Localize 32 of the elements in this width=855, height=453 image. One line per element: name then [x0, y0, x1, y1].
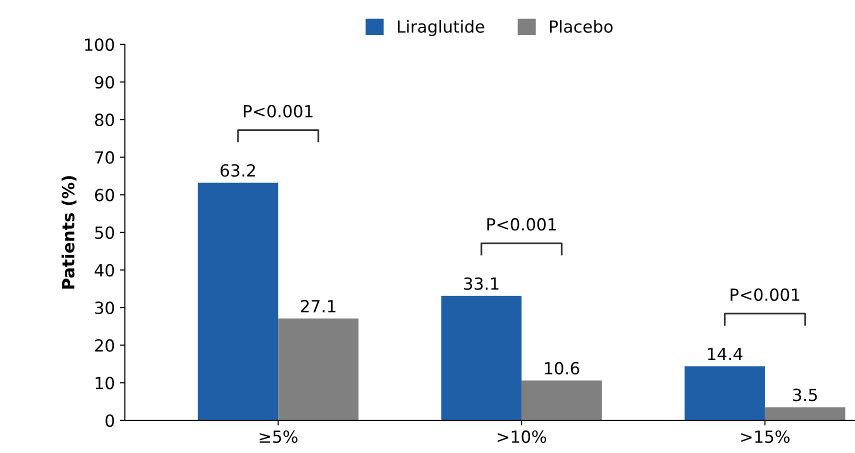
- y-tick-label: 30: [95, 302, 114, 314]
- data-label: 27.1: [300, 300, 336, 312]
- data-label: 33.1: [464, 277, 498, 290]
- y-tick-label: 80: [95, 114, 114, 126]
- y-tick-label: 10: [96, 376, 114, 390]
- y-tick-label: 50: [95, 226, 114, 239]
- data-label: 3.5: [793, 388, 817, 402]
- legend-label: Liraglutide: [398, 20, 484, 36]
- y-tick-label: 70: [95, 151, 114, 164]
- y-tick-label: 20: [95, 339, 114, 352]
- bar: [522, 380, 602, 420]
- bar: [764, 407, 846, 420]
- y-tick-label: 90: [94, 76, 114, 89]
- data-label: 10.6: [544, 362, 580, 375]
- bar: [441, 296, 522, 420]
- legend-label: Placebo: [550, 20, 613, 33]
- y-tick-label: 0: [106, 414, 114, 427]
- annotation: P<0.001: [730, 288, 800, 301]
- annotation: P<0.001: [244, 104, 312, 118]
- data-label: 63.2: [220, 164, 255, 177]
- y-tick-label: 60: [95, 188, 114, 202]
- x-tick-label: >15%: [741, 430, 790, 444]
- data-label: 14.4: [708, 348, 742, 360]
- y-tick-label: 40: [94, 264, 114, 277]
- y-tick-label: 100: [85, 38, 114, 51]
- bar: [198, 182, 278, 420]
- y-axis-title: Patients (%): [62, 176, 76, 289]
- bar: [684, 366, 765, 420]
- bar: [278, 318, 358, 420]
- annotation: P<0.001: [487, 218, 556, 231]
- x-tick-label: ≥5%: [260, 430, 298, 444]
- x-tick-label: >10%: [498, 430, 546, 444]
